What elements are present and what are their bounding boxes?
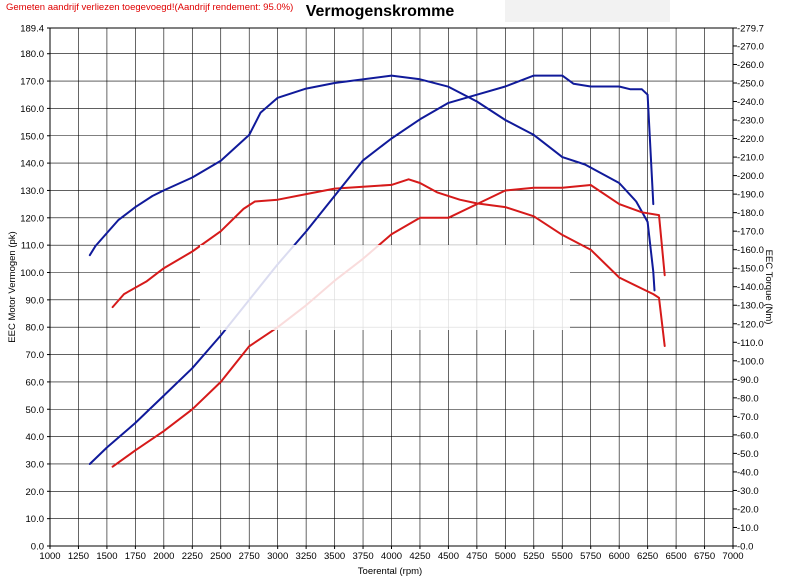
- x-tick-labels: 1000 1250 1500 1750 2000 2250 2500 2750 3000 3250…: [39, 546, 744, 562]
- y-tick-label: 170.0: [20, 77, 44, 88]
- y-tick-label: 189.4: [20, 24, 44, 35]
- x-tick-label: 6500: [666, 551, 687, 562]
- x-tick-label: 6750: [694, 551, 715, 562]
- y-tick-label: 20.0: [26, 487, 45, 498]
- x-tick-label: 5500: [552, 551, 573, 562]
- x-tick-label: 3250: [296, 551, 317, 562]
- series-group: [88, 74, 666, 468]
- x-tick-label: 4250: [409, 551, 430, 562]
- y-axis-label: EEC Motor Vermogen (pk): [7, 231, 18, 342]
- y-tick-label: 70.0: [26, 350, 45, 361]
- y2-tick-label: -90.0: [737, 375, 759, 386]
- y2-tick-label: -160.0: [737, 245, 764, 256]
- x-tick-label: 5000: [495, 551, 516, 562]
- series-line-3: [88, 74, 655, 465]
- y-tick-labels: 189.4 180.0 170.0 160.0 150.0 140.0 130.0 120.0…: [20, 24, 50, 553]
- series-line-2: [111, 178, 666, 347]
- y-tick-label: 180.0: [20, 49, 44, 60]
- x-tick-label: 5750: [580, 551, 601, 562]
- x-tick-label: 3500: [324, 551, 345, 562]
- y2-tick-label: -250.0: [737, 79, 764, 90]
- x-tick-label: 4500: [438, 551, 459, 562]
- drivetrain-loss-note: Gemeten aandrijf verliezen toegevoegd!(A…: [6, 2, 293, 13]
- y2-tick-label: -130.0: [737, 301, 764, 312]
- title-bar-blank-area: [505, 0, 670, 22]
- y2-axis-label: EEC Torque (Nm): [763, 250, 774, 325]
- y2-tick-label: -230.0: [737, 116, 764, 127]
- y2-tick-label: -100.0: [737, 356, 764, 367]
- x-tick-label: 2750: [239, 551, 260, 562]
- y2-tick-label: -80.0: [737, 393, 759, 404]
- x-tick-label: 4750: [466, 551, 487, 562]
- y-tick-label: 140.0: [20, 159, 44, 170]
- y2-tick-label: -170.0: [737, 227, 764, 238]
- y-tick-label: 150.0: [20, 131, 44, 142]
- y-tick-label: 10.0: [26, 514, 45, 525]
- y-tick-label: 80.0: [26, 323, 45, 334]
- y2-tick-label: -240.0: [737, 97, 764, 108]
- y2-tick-label: -20.0: [737, 504, 759, 515]
- x-tick-label: 1000: [39, 551, 60, 562]
- y2-tick-label: -220.0: [737, 134, 764, 145]
- y2-tick-label: -70.0: [737, 412, 759, 423]
- y-tick-label: 60.0: [26, 377, 45, 388]
- x-tick-label: 5250: [523, 551, 544, 562]
- y-tick-label: 110.0: [21, 241, 44, 252]
- x-tick-label: 3750: [352, 551, 373, 562]
- x-tick-label: 6000: [609, 551, 630, 562]
- x-tick-label: 3000: [267, 551, 288, 562]
- y2-tick-label: -30.0: [737, 486, 759, 497]
- chart-title: Vermogenskromme: [306, 3, 455, 20]
- y2-tick-label: -180.0: [737, 208, 764, 219]
- y2-tick-label: -200.0: [737, 171, 764, 182]
- y2-tick-label: -0.0: [737, 542, 753, 553]
- y2-tick-label: -260.0: [737, 60, 764, 71]
- watermark-overlay: [200, 245, 570, 330]
- y2-tick-label: -120.0: [737, 319, 764, 330]
- y2-tick-label: -110.0: [737, 338, 763, 349]
- x-tick-label: 6250: [637, 551, 658, 562]
- y2-tick-label: -190.0: [737, 190, 764, 201]
- x-axis-label: Toerental (rpm): [358, 566, 422, 577]
- y-tick-label: 0.0: [31, 542, 44, 553]
- y2-tick-label: -150.0: [737, 264, 764, 275]
- y-tick-label: 90.0: [26, 295, 45, 306]
- x-tick-label: 2250: [182, 551, 203, 562]
- y2-tick-label: -50.0: [737, 449, 759, 460]
- y2-tick-label: -60.0: [737, 430, 759, 441]
- y2-tick-labels: -279.7 -270.0 -260.0 -250.0 -240.0 -230.0 -220…: [733, 24, 764, 553]
- x-tick-label: 7000: [722, 551, 743, 562]
- y-tick-label: 40.0: [26, 432, 45, 443]
- x-tick-label: 1750: [125, 551, 146, 562]
- y-tick-label: 100.0: [20, 268, 44, 279]
- y-tick-label: 160.0: [20, 104, 44, 115]
- x-tick-label: 2500: [210, 551, 231, 562]
- x-tick-label: 1250: [68, 551, 89, 562]
- y-tick-label: 30.0: [26, 459, 45, 470]
- y2-tick-label: -40.0: [737, 467, 759, 478]
- series-line-1: [88, 74, 656, 292]
- y-tick-label: 50.0: [26, 405, 45, 416]
- y2-tick-label: -140.0: [737, 282, 764, 293]
- x-tick-label: 2000: [153, 551, 174, 562]
- y2-tick-label: -270.0: [737, 41, 764, 52]
- y2-tick-label: -210.0: [737, 153, 764, 164]
- y2-tick-label: -10.0: [737, 523, 759, 534]
- x-tick-label: 1500: [96, 551, 117, 562]
- y-tick-label: 130.0: [20, 186, 44, 197]
- series-line-4: [111, 184, 666, 468]
- x-tick-label: 4000: [381, 551, 402, 562]
- y-tick-label: 120.0: [20, 213, 44, 224]
- y2-tick-label: -279.7: [737, 24, 764, 35]
